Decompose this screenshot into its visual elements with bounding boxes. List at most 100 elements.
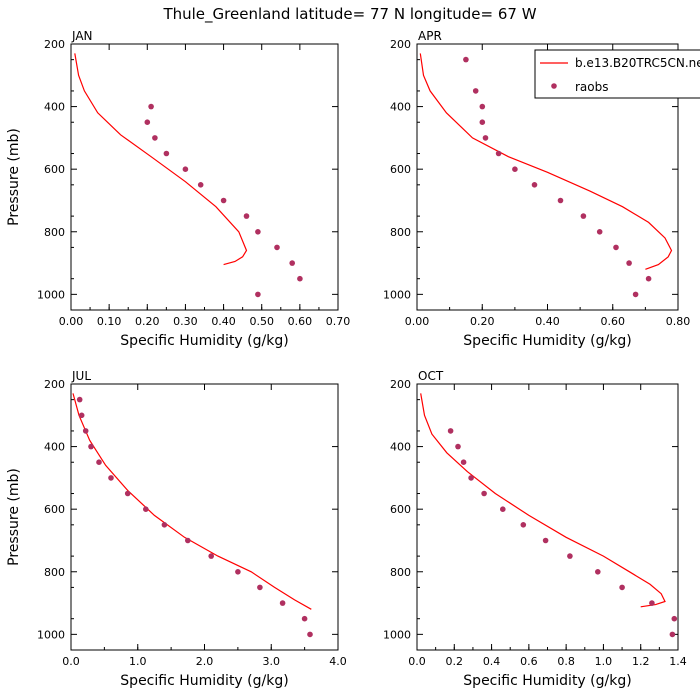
legend: b.e13.B20TRC5CN.ne raobs [534,49,700,99]
raobs-point [182,166,189,172]
panel-label-jan: JAN [71,29,93,43]
legend-obs-label: raobs [575,80,609,94]
raobs-point [152,135,158,141]
x-tick-label: 0.20 [470,315,495,328]
raobs-point [143,506,149,512]
x-axis-label-oct: Specific Humidity (g/kg) [463,673,631,689]
y-tick-label: 800 [44,566,65,579]
y-tick-label: 1000 [37,628,65,641]
raobs-point [482,135,489,141]
raobs-point [197,182,204,188]
y-tick-label: 400 [44,101,65,114]
raobs-point [520,522,527,528]
raobs-point [468,475,474,481]
y-tick-label: 800 [390,566,411,579]
raobs-point [542,537,549,544]
raobs-point [185,537,191,544]
raobs-point [78,412,85,419]
x-tick-label: 1.2 [632,655,650,668]
y-tick-label: 200 [44,38,65,51]
model-profile-line-jan [74,53,248,266]
x-tick-label: 0.0 [62,655,80,668]
x-tick-label: 0.00 [59,315,84,328]
x-tick-label: 0.6 [520,655,538,668]
x-tick-label: 1.4 [669,655,687,668]
x-axis-label-jul: Specific Humidity (g/kg) [120,673,288,689]
x-tick-label: 0.70 [326,315,351,328]
raobs-point [96,459,102,466]
raobs-point [596,229,603,235]
y-tick-label: 1000 [37,288,65,301]
raobs-point [455,443,461,450]
y-tick-label: 200 [390,378,411,391]
raobs-point [460,459,467,466]
raobs-point [567,553,573,559]
x-tick-label: 0.40 [535,315,560,328]
model-profile-line-jul [72,393,312,610]
panels: 0.00 0.10 0.20 0.30 0.40 0.50 0.60 0.70 200 400 60… [6,29,690,689]
x-tick-label: 0.8 [557,655,575,668]
raobs-point [82,428,89,434]
legend-obs-marker-swatch [551,83,557,89]
raobs-point [557,197,564,204]
plot-frame-jan [70,43,339,311]
raobs-point [88,443,94,450]
raobs-point [669,631,676,638]
y-tick-label: 800 [44,226,65,239]
y-tick-label: 400 [390,441,411,454]
x-tick-label: 0.60 [288,315,313,328]
y-tick-label: 600 [390,163,411,176]
raobs-point [301,615,308,622]
x-tick-label: 0.4 [483,655,501,668]
raobs-point [619,584,625,591]
x-tick-label: 0.10 [97,315,122,328]
x-tick-label: 0.50 [249,315,274,328]
x-tick-label: 0.40 [211,315,236,328]
raobs-point [463,56,469,63]
raobs-point [495,150,502,157]
x-axis-label-jan: Specific Humidity (g/kg) [120,333,288,349]
model-profile-line-oct [420,393,666,608]
figure-title: Thule_Greenland latitude= 77 N longitude… [162,5,536,24]
y-axis-label-jan: Pressure (mb) [6,128,22,226]
panel-label-oct: OCT [418,369,444,383]
panel-label-jul: JUL [71,369,91,383]
legend-model-label: b.e13.B20TRC5CN.ne [575,56,700,70]
raobs-point [144,119,151,125]
panel-jul: 0.0 1.0 2.0 3.0 4.0 200 400 600 800 1000 JUL Specif… [6,369,347,689]
raobs-point [163,150,170,157]
raobs-point [613,244,619,251]
x-tick-label: 1.0 [129,655,147,668]
raobs-point [255,229,261,235]
raobs-point [161,522,168,528]
y-tick-label: 1000 [383,288,411,301]
raobs-point [500,506,506,512]
raobs-point [257,584,263,591]
x-axis-label-apr: Specific Humidity (g/kg) [463,333,631,349]
y-tick-label: 200 [44,378,65,391]
raobs-point [645,275,652,282]
raobs-point [481,490,487,497]
plot-frame-oct [416,383,679,651]
x-tick-label: 0.2 [446,655,464,668]
raobs-point [626,260,632,266]
raobs-point [297,275,303,282]
x-tick-label: 3.0 [263,655,281,668]
raobs-point [671,615,678,622]
raobs-point [243,213,250,219]
raobs-point [289,260,296,266]
y-axis-label-jul: Pressure (mb) [6,468,22,566]
x-tick-label: 0.0 [408,655,426,668]
raobs-point [580,213,587,219]
x-tick-label: 1.0 [595,655,613,668]
x-tick-label: 0.30 [173,315,198,328]
y-tick-label: 200 [390,38,411,51]
x-tick-label: 0.20 [135,315,160,328]
raobs-point [274,244,280,251]
raobs-point [472,88,479,94]
raobs-point [124,490,131,497]
raobs-point [235,569,241,575]
raobs-point [76,396,83,403]
raobs-point [307,631,313,638]
